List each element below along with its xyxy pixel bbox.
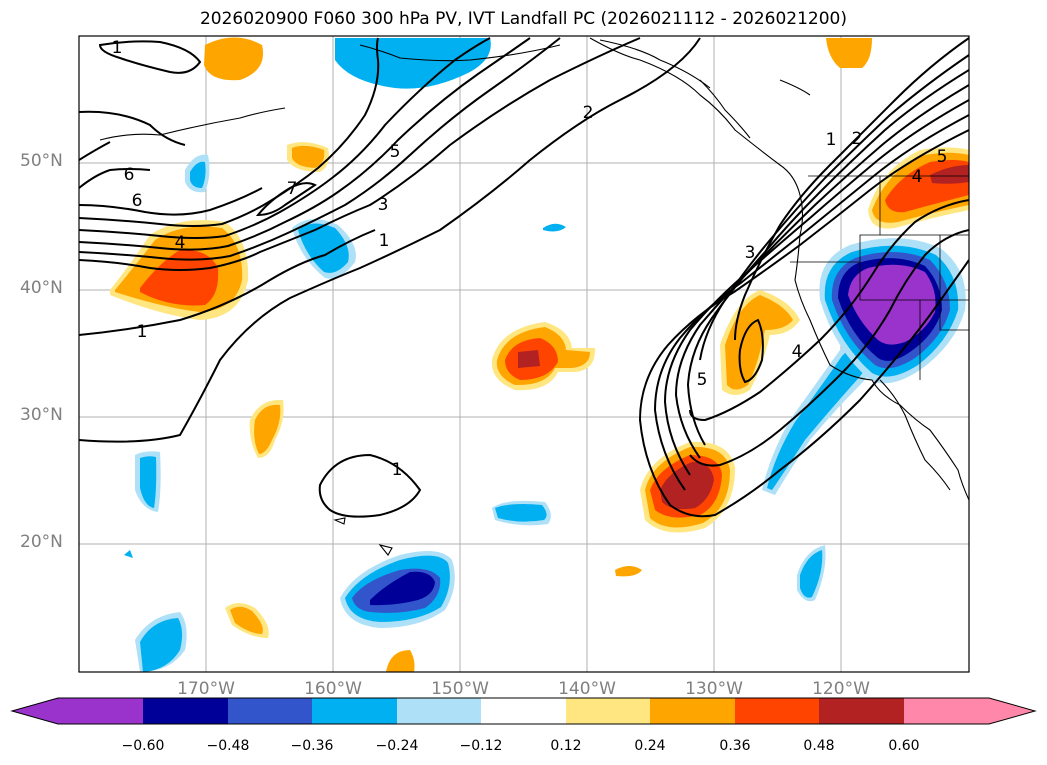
colorbar-tick: 0.48 <box>803 738 835 754</box>
colorbar-cell <box>904 698 1035 724</box>
colorbar-cell <box>481 698 566 724</box>
contour-labels: 1 1 1 1 1 2 2 3 3 4 4 4 5 5 5 6 6 7 <box>112 38 948 480</box>
contour-label: 4 <box>912 167 923 187</box>
contour-label: 1 <box>379 231 390 251</box>
contour-label: 6 <box>132 191 143 211</box>
colorbar-tick: 0.12 <box>550 738 582 754</box>
colorbar-cell <box>12 698 143 724</box>
colorbar-tick: 0.60 <box>888 738 920 754</box>
contour-label: 5 <box>390 142 401 162</box>
contour-label: 4 <box>792 342 803 362</box>
colorbar-cell <box>819 698 904 724</box>
lon-label-130w: 130°W <box>685 679 743 699</box>
coastlines <box>99 37 969 556</box>
lon-label-140w: 140°W <box>558 679 616 699</box>
contour-label: 7 <box>287 179 298 199</box>
lon-label-150w: 150°W <box>431 679 489 699</box>
colorbar-cell <box>735 698 819 724</box>
lat-label-30n: 30°N <box>20 405 63 425</box>
colorbar-cell <box>650 698 735 724</box>
contour-label: 5 <box>937 147 948 167</box>
negative-anomaly <box>335 38 491 89</box>
lat-label-20n: 20°N <box>20 532 63 552</box>
contour-label: 1 <box>826 130 837 150</box>
colorbar-cell <box>228 698 312 724</box>
positive-anomaly <box>204 37 264 81</box>
colorbar-tick: −0.48 <box>206 738 250 754</box>
colorbar-outline <box>10 697 1037 725</box>
contour-label: 2 <box>583 103 594 123</box>
pv-contours <box>79 37 969 518</box>
positive-anomaly <box>826 38 872 68</box>
contour-label: 2 <box>852 129 863 149</box>
lat-label-40n: 40°N <box>20 278 63 298</box>
contour-label: 4 <box>175 233 186 253</box>
colorbar-tick: −0.60 <box>121 738 165 754</box>
lon-label-160w: 160°W <box>304 679 362 699</box>
contour-label: 5 <box>697 370 708 390</box>
contour-label: 1 <box>392 460 403 480</box>
lat-label-50n: 50°N <box>20 151 63 171</box>
colorbar <box>10 697 1037 725</box>
contour-label: 1 <box>112 38 123 58</box>
colorbar-cell <box>143 698 228 724</box>
lon-label-120w: 120°W <box>812 679 870 699</box>
colorbar-tick: −0.12 <box>459 738 503 754</box>
gridlines <box>79 36 969 672</box>
contour-label: 1 <box>137 322 148 342</box>
contour-label: 6 <box>124 165 135 185</box>
colorbar-cell <box>312 698 397 724</box>
colorbar-tick: 0.24 <box>634 738 666 754</box>
map-plot: 1 1 1 1 1 2 2 3 3 4 4 4 5 5 5 6 6 7 <box>78 35 970 673</box>
contour-label: 3 <box>378 195 389 215</box>
colorbar-tick: −0.24 <box>375 738 419 754</box>
colorbar-cell <box>566 698 650 724</box>
lon-label-170w: 170°W <box>177 679 235 699</box>
colorbar-tick: 0.36 <box>719 738 751 754</box>
map-title: 2026020900 F060 300 hPa PV, IVT Landfall… <box>199 9 847 29</box>
contour-label: 3 <box>745 243 756 263</box>
colorbar-cell <box>397 698 481 724</box>
map-frame <box>78 35 970 673</box>
colorbar-tick: −0.36 <box>290 738 334 754</box>
